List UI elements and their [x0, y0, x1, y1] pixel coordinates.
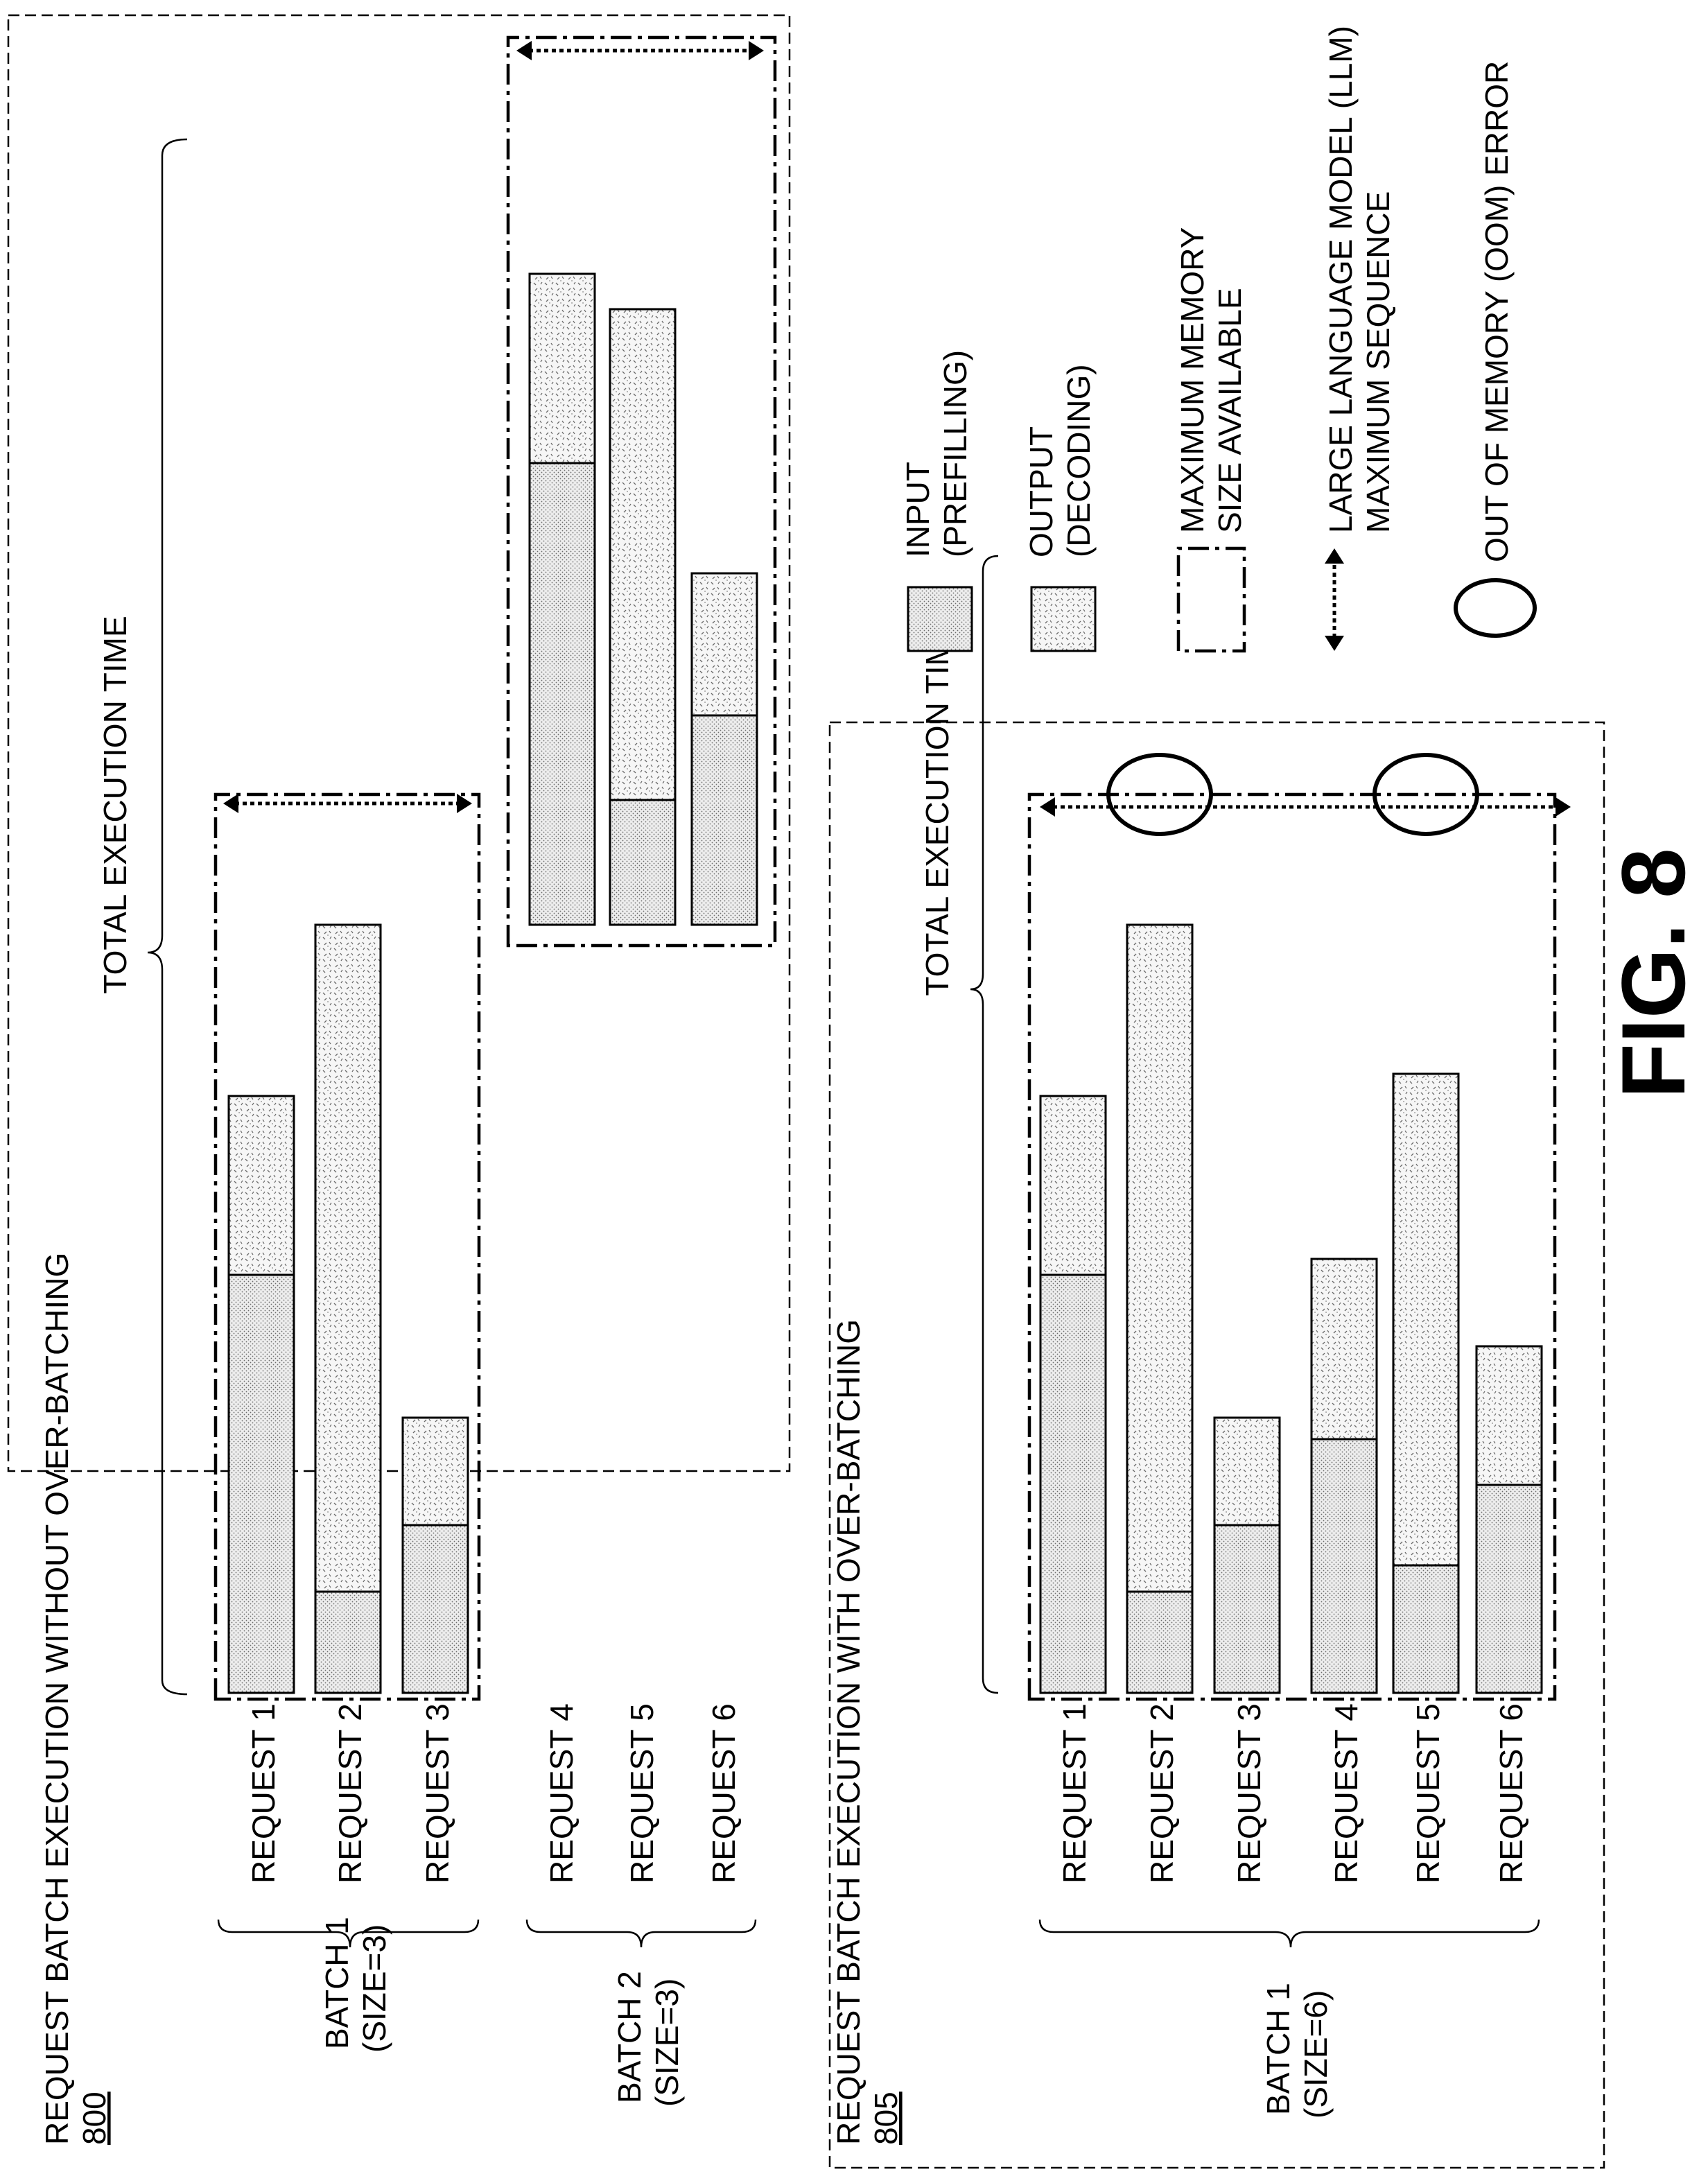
top-batch1-label: BATCH 1: [319, 1917, 355, 2049]
bottom-req4-output-bar: [1310, 1258, 1378, 1441]
bottom-arrow-head-b: [1556, 797, 1571, 817]
bottom-req4-input-bar: [1310, 1438, 1378, 1694]
legend-oom-label: OUT OF MEMORY (OOM) ERROR: [1479, 61, 1515, 562]
panel-top-ref: 800: [76, 2091, 112, 2145]
legend-input-swatch: [907, 586, 973, 652]
top-batch2-bars: [528, 272, 758, 926]
legend-output-swatch: [1030, 586, 1097, 652]
legend-output-label: OUTPUT: [1023, 426, 1059, 557]
top-req5-output-bar: [609, 308, 677, 801]
top-req6-input-bar: [690, 714, 758, 926]
top-req1-output-bar: [227, 1095, 295, 1276]
oom-error-ellipse-request-2: [1106, 753, 1213, 836]
top-batch2-label: BATCH 2: [611, 1971, 647, 2103]
bottom-request-label: REQUEST 6: [1493, 1703, 1529, 1884]
top-req6-output-bar: [690, 572, 758, 717]
bottom-req1-input-bar: [1039, 1273, 1107, 1694]
top-request-label: REQUEST 4: [543, 1703, 580, 1884]
top-batch1-bars: [227, 923, 469, 1694]
top-req3-output-bar: [401, 1416, 469, 1527]
top-batch1-arrow-head-b: [457, 794, 472, 813]
bottom-req3-input-bar: [1213, 1524, 1281, 1694]
top-request-label: REQUEST 6: [706, 1703, 742, 1884]
bottom-request-label: REQUEST 1: [1056, 1703, 1092, 1884]
legend-memory-sublabel: SIZE AVAILABLE: [1212, 288, 1248, 533]
bottom-request-label: REQUEST 4: [1328, 1703, 1364, 1884]
legend-oom-ellipse: [1454, 578, 1537, 638]
top-req3-input-bar: [401, 1524, 469, 1694]
top-batch1-arrow-head-a: [223, 794, 238, 813]
top-req1-input-bar: [227, 1273, 295, 1694]
legend-llm-label: LARGE LANGUAGE MODEL (LLM): [1323, 26, 1359, 533]
panel-bottom-ref: 805: [868, 2091, 904, 2145]
top-total-execution-time-label: TOTAL EXECUTION TIME: [97, 616, 133, 993]
bottom-req3-output-bar: [1213, 1416, 1281, 1527]
bottom-request-label: REQUEST 2: [1144, 1703, 1180, 1884]
bottom-batch1-bars: [1039, 923, 1543, 1694]
panel-top-frame: [7, 14, 791, 1472]
bottom-request-label: REQUEST 5: [1410, 1703, 1446, 1884]
bottom-req6-input-bar: [1475, 1484, 1543, 1694]
top-req2-output-bar: [314, 923, 382, 1593]
legend-input-sublabel: (PREFILLING): [937, 350, 973, 557]
bottom-req5-input-bar: [1392, 1564, 1460, 1694]
top-batch2-max-memory-box: [506, 35, 777, 948]
panel-bottom-title: REQUEST BATCH EXECUTION WITH OVER-BATCHI…: [830, 1319, 866, 2145]
top-request-label: REQUEST 3: [419, 1703, 455, 1884]
panel-top-title: REQUEST BATCH EXECUTION WITHOUT OVER-BAT…: [39, 1253, 75, 2145]
panel-bottom-frame: [828, 721, 1605, 2169]
top-batch1-max-memory-box: [214, 792, 481, 1701]
bottom-req2-input-bar: [1126, 1590, 1194, 1694]
bottom-batch1-max-memory-box: [1027, 792, 1557, 1701]
bottom-batch1-label: BATCH 1: [1260, 1983, 1296, 2115]
legend-memory-swatch: [1176, 546, 1246, 653]
top-req2-input-bar: [314, 1590, 382, 1694]
bottom-req2-output-bar: [1126, 923, 1194, 1593]
bottom-arrow-head-a: [1040, 797, 1055, 817]
bottom-total-brace: [970, 555, 999, 1694]
top-batch2-arrow-head-b: [749, 41, 764, 60]
top-total-brace: [147, 138, 188, 1696]
bottom-req1-output-bar: [1039, 1095, 1107, 1276]
legend-output-sublabel: (DECODING): [1061, 364, 1097, 557]
bottom-req5-output-bar: [1392, 1072, 1460, 1567]
top-request-label: REQUEST 1: [245, 1703, 281, 1884]
bottom-batch1-brace: [1038, 1919, 1540, 1948]
legend-llm-arrow-head-b: [1325, 548, 1344, 564]
figure-label: FIG. 8: [1603, 848, 1704, 1098]
bottom-request-label: REQUEST 3: [1231, 1703, 1267, 1884]
top-req5-input-bar: [609, 799, 677, 926]
oom-error-ellipse-request-5: [1372, 753, 1479, 836]
top-request-label: REQUEST 2: [332, 1703, 368, 1884]
top-req4-output-bar: [528, 272, 596, 464]
top-batch2-arrow-head-a: [516, 41, 532, 60]
top-req4-input-bar: [528, 462, 596, 926]
top-batch2-brace: [525, 1919, 757, 1948]
bottom-total-execution-time-label: TOTAL EXECUTION TIME: [919, 618, 955, 995]
legend-memory-label: MAXIMUM MEMORY: [1174, 227, 1210, 533]
top-request-label: REQUEST 5: [624, 1703, 660, 1884]
bottom-req6-output-bar: [1475, 1345, 1543, 1486]
top-batch2-size: (SIZE=3): [649, 1978, 685, 2107]
top-batch1-brace: [217, 1919, 480, 1948]
legend-llm-arrow-head-a: [1325, 636, 1344, 651]
bottom-batch1-size: (SIZE=6): [1298, 1990, 1334, 2119]
legend-llm-sublabel: MAXIMUM SEQUENCE: [1360, 191, 1396, 533]
legend-input-label: INPUT: [900, 462, 936, 557]
top-batch1-size: (SIZE=3): [356, 1924, 392, 2053]
